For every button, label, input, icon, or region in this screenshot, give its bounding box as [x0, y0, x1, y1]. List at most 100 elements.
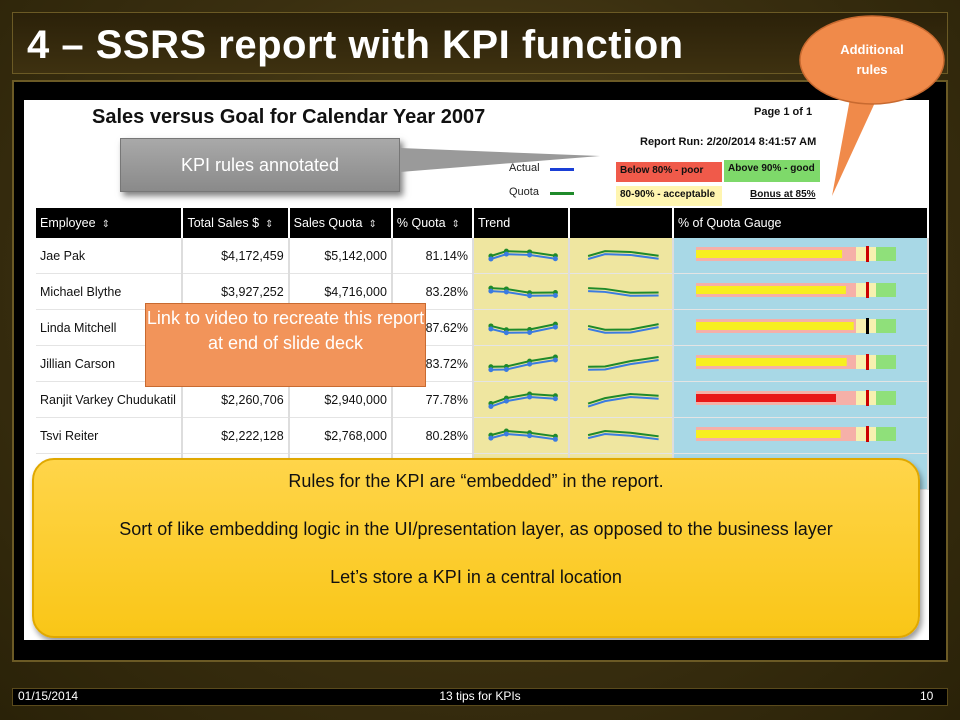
quota-gauge	[695, 426, 896, 442]
cell-pct-quota: 77.78%	[391, 381, 474, 418]
cell-gauge	[672, 381, 929, 418]
bubble-tail	[832, 88, 878, 196]
cell-trend-lines	[568, 417, 674, 454]
sort-icon[interactable]: ⇕	[101, 219, 110, 230]
trend-point	[527, 361, 533, 367]
cell-trend-lines	[568, 238, 674, 274]
sparkline	[587, 393, 659, 408]
gauge-bar	[695, 394, 836, 402]
trend-point	[527, 293, 533, 299]
gauge-marker	[865, 282, 869, 298]
col-total-sales[interactable]: Total Sales $ ⇕	[182, 208, 290, 238]
sparkline	[488, 391, 558, 410]
gauge-marker	[865, 246, 869, 262]
col-sales-quota[interactable]: Sales Quota ⇕	[288, 208, 393, 238]
gauge-bar	[695, 250, 843, 258]
report-run-info: Report Run: 2/20/2014 8:41:57 AM	[640, 136, 817, 148]
cell-employee: Ranjit Varkey Chudukatil	[36, 381, 184, 418]
cell-gauge	[672, 309, 929, 346]
col-employee[interactable]: Employee ⇕	[36, 208, 184, 238]
sort-icon[interactable]: ⇕	[368, 219, 377, 230]
cell-total-sales: $4,172,459	[182, 238, 290, 274]
cell-employee: Jae Pak	[36, 238, 184, 274]
cell-trend-lines	[568, 309, 674, 346]
trend-point	[503, 289, 509, 295]
actual-line	[490, 290, 556, 297]
trend-point	[488, 326, 494, 332]
cell-trend-lines	[568, 381, 674, 418]
video-link-callout[interactable]: Link to video to recreate this report at…	[145, 303, 426, 387]
trend-point	[503, 367, 509, 373]
quota-line	[490, 392, 556, 405]
gauge-bar	[695, 286, 846, 294]
cell-sales-quota: $5,142,000	[288, 238, 393, 274]
actual-line	[588, 290, 659, 297]
footer-bar	[12, 688, 948, 706]
cell-trend-markers	[472, 381, 570, 418]
actual-line	[587, 432, 659, 441]
rule-poor: Below 80% - poor	[616, 162, 722, 182]
legend-actual-line	[550, 168, 574, 171]
table-row: Tsvi Reiter $2,222,128 $2,768,000 80.28%	[36, 417, 929, 454]
trend-point	[552, 357, 558, 363]
trend-point	[552, 396, 558, 402]
cell-trend-markers	[472, 309, 570, 346]
sparkline	[488, 285, 558, 299]
actual-line	[588, 359, 659, 371]
trend-point	[552, 256, 558, 262]
kpi-rules-callout: KPI rules annotated	[120, 138, 400, 192]
quota-gauge	[695, 246, 896, 262]
actual-line	[490, 326, 556, 334]
cell-trend-markers	[472, 345, 570, 382]
gauge-band-good	[875, 319, 896, 333]
actual-line	[587, 326, 659, 334]
summary-line-2: Sort of like embedding logic in the UI/p…	[119, 519, 833, 539]
cell-total-sales: $2,222,128	[182, 417, 290, 454]
quota-line	[587, 429, 659, 438]
trend-point	[488, 256, 494, 262]
sort-icon[interactable]: ⇕	[265, 219, 274, 230]
gauge-band-good	[875, 391, 896, 405]
quota-line	[490, 250, 556, 257]
trend-point	[527, 330, 533, 336]
quota-gauge	[695, 318, 896, 334]
cell-pct-quota: 81.14%	[391, 238, 474, 274]
actual-line	[587, 253, 659, 260]
sort-icon[interactable]: ⇕	[451, 219, 460, 230]
sparkline	[488, 321, 558, 336]
actual-line	[587, 396, 659, 408]
col-trend: Trend	[472, 208, 570, 238]
footer-title: 13 tips for KPIs	[439, 689, 521, 703]
slide-title-bar: 4 – SSRS report with KPI function	[12, 12, 948, 74]
cell-sales-quota: $2,940,000	[288, 381, 393, 418]
gauge-bar	[695, 430, 841, 438]
actual-line	[490, 359, 556, 371]
trend-point	[552, 324, 558, 330]
cell-total-sales: $2,260,706	[182, 381, 290, 418]
table-header-row: Employee ⇕ Total Sales $ ⇕ Sales Quota ⇕ % …	[36, 208, 929, 238]
gauge-marker	[865, 354, 869, 370]
gauge-band-good	[875, 283, 896, 297]
rule-acceptable: 80-90% - acceptable	[616, 186, 722, 206]
actual-line	[490, 432, 556, 441]
table-row: Michael Blythe $3,927,252 $4,716,000 83.28%	[36, 273, 929, 310]
col-pct-quota[interactable]: % Quota ⇕	[391, 208, 474, 238]
table-row: Jae Pak $4,172,459 $5,142,000 81.14%	[36, 238, 929, 274]
footer-date: 01/15/2014	[18, 689, 79, 703]
actual-line	[490, 395, 556, 408]
report-title: Sales versus Goal for Calendar Year 2007	[92, 106, 486, 128]
cell-gauge	[672, 273, 929, 310]
gauge-bar	[695, 322, 854, 330]
cell-trend-lines	[568, 273, 674, 310]
trend-point	[527, 394, 533, 400]
gauge-marker	[865, 426, 869, 442]
trend-point	[488, 288, 494, 294]
trend-point	[488, 404, 494, 410]
gauge-band-good	[875, 427, 896, 441]
gauge-bar	[695, 358, 847, 366]
cell-sales-quota: $2,768,000	[288, 417, 393, 454]
quota-gauge	[695, 354, 896, 370]
slide-title: 4 – SSRS report with KPI function	[27, 23, 684, 67]
gauge-band-good	[875, 247, 896, 261]
cell-employee: Tsvi Reiter	[36, 417, 184, 454]
